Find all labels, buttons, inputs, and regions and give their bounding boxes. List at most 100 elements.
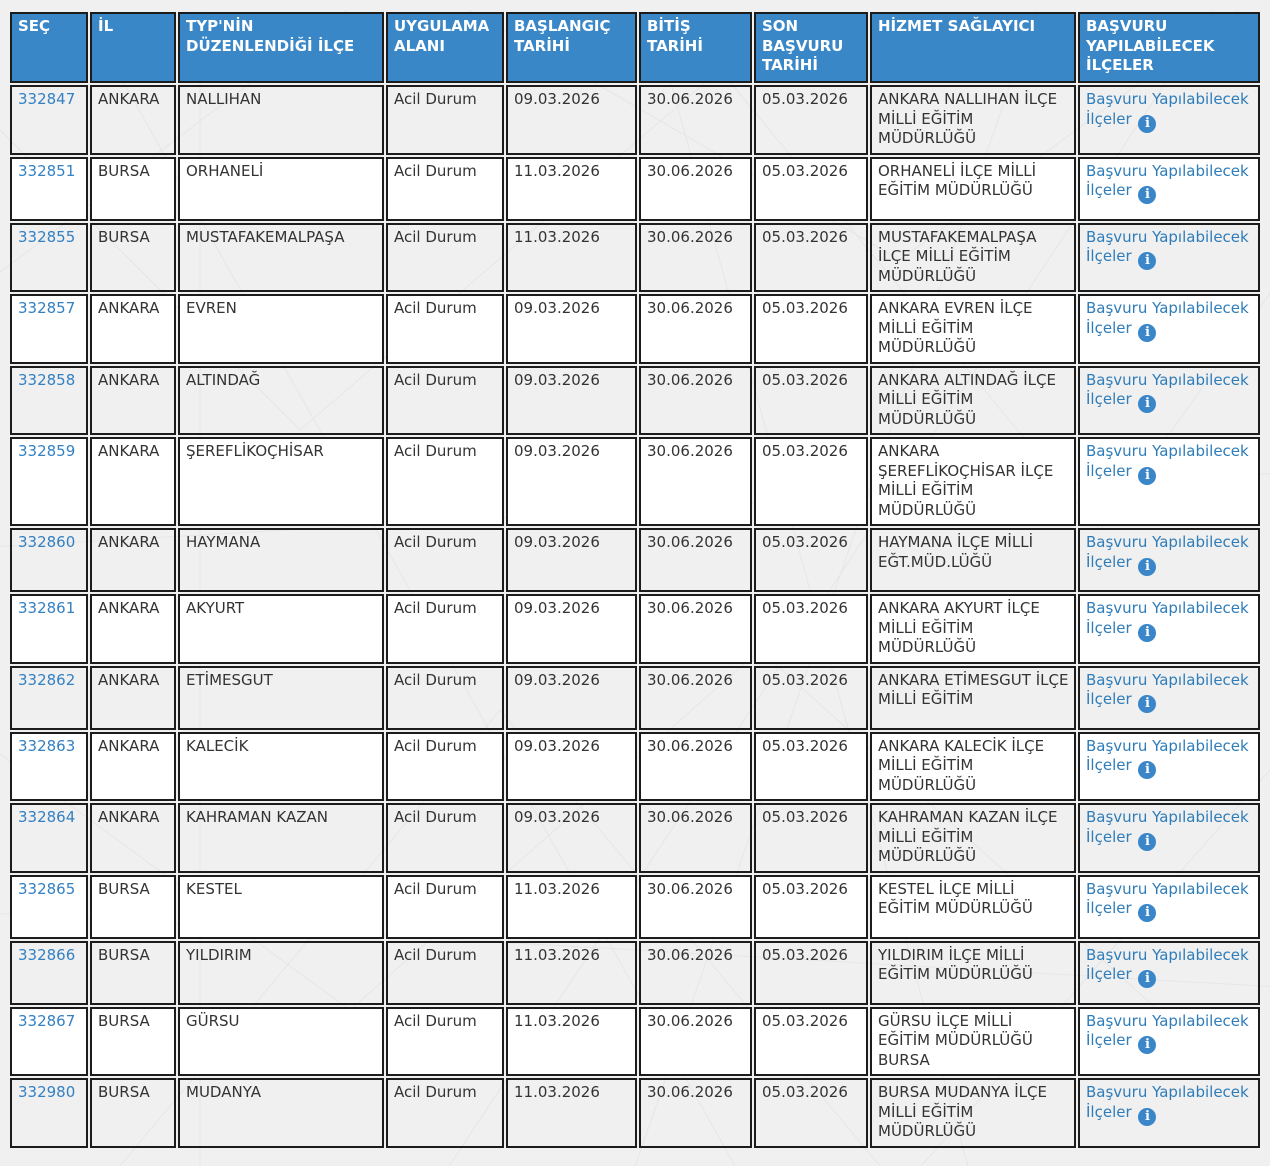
service-provider-cell: ANKARA ETİMESGUT İLÇE MİLLİ EĞİTİM xyxy=(870,665,1076,730)
table-row: 332860 ANKARA HAYMANA Acil Durum 09.03.2… xyxy=(10,528,1260,592)
info-icon[interactable]: i xyxy=(1138,970,1157,989)
applicable-districts-link[interactable]: Başvuru Yapılabilecek İlçeler i xyxy=(1086,737,1249,780)
typ-id-link[interactable]: 332860 xyxy=(18,533,76,551)
start-date-cell: 09.03.2026 xyxy=(506,731,637,801)
end-date-cell: 30.06.2026 xyxy=(639,156,752,221)
district-cell: ETİMESGUT xyxy=(178,665,384,730)
application-area-cell: Acil Durum xyxy=(386,940,504,1005)
applicable-districts-link[interactable]: Başvuru Yapılabilecek İlçeler i xyxy=(1086,880,1249,923)
applicable-districts-label: Başvuru Yapılabilecek İlçeler xyxy=(1086,442,1249,480)
info-icon[interactable]: i xyxy=(1138,114,1157,133)
applicable-districts-label: Başvuru Yapılabilecek İlçeler xyxy=(1086,161,1249,200)
end-date-cell: 30.06.2026 xyxy=(639,365,752,435)
info-icon[interactable]: i xyxy=(1138,832,1157,851)
district-cell: EVREN xyxy=(178,294,384,364)
info-icon[interactable]: i xyxy=(1138,186,1157,205)
typ-id-link[interactable]: 332861 xyxy=(18,599,76,617)
province-cell: BURSA xyxy=(90,156,176,221)
applicable-districts-cell: Başvuru Yapılabilecek İlçeler i xyxy=(1078,156,1260,221)
typ-id-link[interactable]: 332857 xyxy=(18,299,76,317)
info-icon[interactable]: i xyxy=(1138,395,1157,414)
province-cell: ANKARA xyxy=(90,665,176,730)
applicable-districts-link[interactable]: Başvuru Yapılabilecek İlçeler i xyxy=(1086,808,1249,851)
applicable-districts-cell: Başvuru Yapılabilecek İlçeler i xyxy=(1078,222,1260,292)
district-cell: AKYURT xyxy=(178,594,384,664)
application-deadline-cell: 05.03.2026 xyxy=(754,665,868,730)
application-deadline-cell: 05.03.2026 xyxy=(754,222,868,292)
col-header-basvuru-ilceler: BAŞVURU YAPILABİLECEK İLÇELER xyxy=(1078,12,1260,83)
service-provider-cell: ORHANELİ İLÇE MİLLİ EĞİTİM MÜDÜRLÜĞÜ xyxy=(870,156,1076,221)
col-header-ilce: TYP'NİN DÜZENLENDİĞİ İLÇE xyxy=(178,12,384,83)
info-icon[interactable]: i xyxy=(1138,623,1157,642)
applicable-districts-cell: Başvuru Yapılabilecek İlçeler i xyxy=(1078,1006,1260,1076)
info-icon[interactable]: i xyxy=(1138,1107,1157,1126)
applicable-districts-link[interactable]: Başvuru Yapılabilecek İlçeler i xyxy=(1086,671,1249,714)
applicable-districts-link[interactable]: Başvuru Yapılabilecek İlçeler i xyxy=(1086,161,1249,205)
applicable-districts-link[interactable]: Başvuru Yapılabilecek İlçeler i xyxy=(1086,442,1249,485)
typ-id-link[interactable]: 332847 xyxy=(18,90,76,108)
applicable-districts-label: Başvuru Yapılabilecek İlçeler xyxy=(1086,370,1249,409)
province-cell: BURSA xyxy=(90,1006,176,1076)
typ-id-link[interactable]: 332980 xyxy=(18,1083,76,1101)
table-row: 332859 ANKARA ŞEREFLİKOÇHİSAR Acil Durum… xyxy=(10,437,1260,526)
application-area-cell: Acil Durum xyxy=(386,156,504,221)
applicable-districts-link[interactable]: Başvuru Yapılabilecek İlçeler i xyxy=(1086,370,1249,414)
applicable-districts-link[interactable]: Başvuru Yapılabilecek İlçeler i xyxy=(1086,1083,1249,1126)
district-cell: GÜRSU xyxy=(178,1006,384,1076)
table-row: 332864 ANKARA KAHRAMAN KAZAN Acil Durum … xyxy=(10,803,1260,873)
province-cell: ANKARA xyxy=(90,594,176,664)
typ-id-link[interactable]: 332866 xyxy=(18,945,76,964)
typ-listing-table: SEÇ İL TYP'NİN DÜZENLENDİĞİ İLÇE UYGULAM… xyxy=(8,10,1262,1150)
info-icon[interactable]: i xyxy=(1138,557,1157,576)
typ-id-cell: 332863 xyxy=(10,731,88,801)
province-cell: ANKARA xyxy=(90,365,176,435)
application-area-cell: Acil Durum xyxy=(386,85,504,155)
application-deadline-cell: 05.03.2026 xyxy=(754,940,868,1005)
application-area-cell: Acil Durum xyxy=(386,731,504,801)
applicable-districts-cell: Başvuru Yapılabilecek İlçeler i xyxy=(1078,874,1260,939)
typ-id-link[interactable]: 332855 xyxy=(18,227,76,246)
typ-id-link[interactable]: 332851 xyxy=(18,161,76,180)
end-date-cell: 30.06.2026 xyxy=(639,665,752,730)
typ-id-link[interactable]: 332859 xyxy=(18,442,76,460)
applicable-districts-link[interactable]: Başvuru Yapılabilecek İlçeler i xyxy=(1086,1012,1249,1055)
col-header-bitis-tarihi: BİTİŞ TARİHİ xyxy=(639,12,752,83)
end-date-cell: 30.06.2026 xyxy=(639,1006,752,1076)
province-cell: BURSA xyxy=(90,1078,176,1148)
applicable-districts-link[interactable]: Başvuru Yapılabilecek İlçeler i xyxy=(1086,90,1249,133)
col-header-sec: SEÇ xyxy=(10,12,88,83)
service-provider-cell: ANKARA EVREN İLÇE MİLLİ EĞİTİM MÜDÜRLÜĞÜ xyxy=(870,294,1076,364)
district-cell: KESTEL xyxy=(178,874,384,939)
start-date-cell: 11.03.2026 xyxy=(506,156,637,221)
applicable-districts-link[interactable]: Başvuru Yapılabilecek İlçeler i xyxy=(1086,228,1249,271)
province-cell: ANKARA xyxy=(90,528,176,592)
province-cell: BURSA xyxy=(90,874,176,939)
typ-id-link[interactable]: 332862 xyxy=(18,670,76,689)
typ-id-link[interactable]: 332864 xyxy=(18,808,76,826)
typ-id-cell: 332857 xyxy=(10,294,88,364)
typ-id-link[interactable]: 332867 xyxy=(18,1011,76,1030)
applicable-districts-link[interactable]: Başvuru Yapılabilecek İlçeler i xyxy=(1086,599,1249,642)
applicable-districts-cell: Başvuru Yapılabilecek İlçeler i xyxy=(1078,85,1260,155)
applicable-districts-link[interactable]: Başvuru Yapılabilecek İlçeler i xyxy=(1086,946,1249,989)
applicable-districts-link[interactable]: Başvuru Yapılabilecek İlçeler i xyxy=(1086,299,1249,342)
applicable-districts-link[interactable]: Başvuru Yapılabilecek İlçeler i xyxy=(1086,533,1249,576)
application-area-cell: Acil Durum xyxy=(386,1006,504,1076)
application-area-cell: Acil Durum xyxy=(386,1078,504,1148)
typ-id-cell: 332865 xyxy=(10,874,88,939)
info-icon[interactable]: i xyxy=(1138,695,1157,714)
info-icon[interactable]: i xyxy=(1138,323,1157,342)
typ-id-link[interactable]: 332863 xyxy=(18,736,76,755)
info-icon[interactable]: i xyxy=(1138,252,1157,271)
info-icon[interactable]: i xyxy=(1138,761,1157,780)
info-icon[interactable]: i xyxy=(1138,904,1157,923)
service-provider-cell: BURSA MUDANYA İLÇE MİLLİ EĞİTİM MÜDÜRLÜĞ… xyxy=(870,1078,1076,1148)
typ-id-link[interactable]: 332858 xyxy=(18,370,76,389)
table-row: 332861 ANKARA AKYURT Acil Durum 09.03.20… xyxy=(10,594,1260,664)
applicable-districts-label: Başvuru Yapılabilecek İlçeler xyxy=(1086,1083,1249,1121)
info-icon[interactable]: i xyxy=(1138,466,1157,485)
typ-id-link[interactable]: 332865 xyxy=(18,879,76,898)
start-date-cell: 09.03.2026 xyxy=(506,803,637,873)
info-icon[interactable]: i xyxy=(1138,1036,1157,1055)
header-row: SEÇ İL TYP'NİN DÜZENLENDİĞİ İLÇE UYGULAM… xyxy=(10,12,1260,83)
